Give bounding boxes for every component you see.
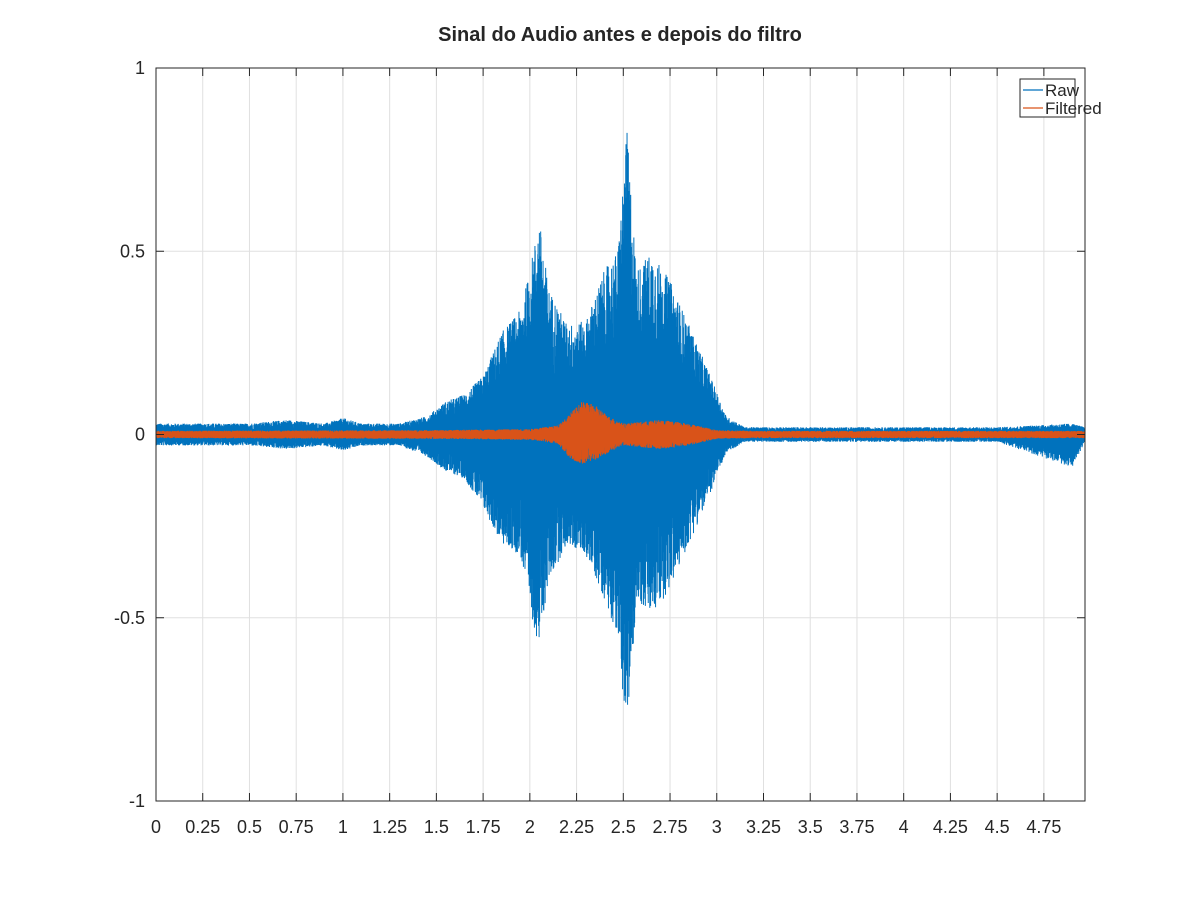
chart-title: Sinal do Audio antes e depois do filtro: [438, 24, 802, 46]
x-tick-label: 3.25: [746, 817, 781, 837]
x-tick-label: 4.5: [985, 817, 1010, 837]
x-tick-label: 2.5: [611, 817, 636, 837]
x-tick-label: 2.25: [559, 817, 594, 837]
y-tick-label: 0: [135, 425, 145, 445]
x-tick-label: 2: [525, 817, 535, 837]
legend-label-filtered: Filtered: [1045, 99, 1102, 118]
x-tick-label: 0: [151, 817, 161, 837]
x-tick-label: 1.5: [424, 817, 449, 837]
x-tick-label: 4: [899, 817, 909, 837]
plot-area: [155, 132, 1086, 705]
y-tick-label: -1: [129, 791, 145, 811]
x-tick-label: 0.5: [237, 817, 262, 837]
x-tick-label: 4.25: [933, 817, 968, 837]
x-tick-label: 4.75: [1026, 817, 1061, 837]
legend-box: [1019, 78, 1076, 118]
y-tick-label: 0.5: [120, 241, 145, 261]
x-tick-label: 3: [712, 817, 722, 837]
y-tick-label: 1: [135, 58, 145, 78]
x-tick-label: 1: [338, 817, 348, 837]
y-tick-label: -0.5: [114, 608, 145, 628]
x-tick-label: 0.25: [185, 817, 220, 837]
x-tick-label: 1.25: [372, 817, 407, 837]
x-tick-label: 2.75: [653, 817, 688, 837]
x-tick-label: 0.75: [279, 817, 314, 837]
x-tick-label: 1.75: [466, 817, 501, 837]
x-tick-label: 3.5: [798, 817, 823, 837]
x-tick-label: 3.75: [839, 817, 874, 837]
axes: 0 0.25 0.5 0.75 1 1.25 1.5 1.75 2 2.25 2.5 2.75 3 3.2…: [114, 58, 1086, 837]
legend-label-raw: Raw: [1045, 81, 1080, 100]
